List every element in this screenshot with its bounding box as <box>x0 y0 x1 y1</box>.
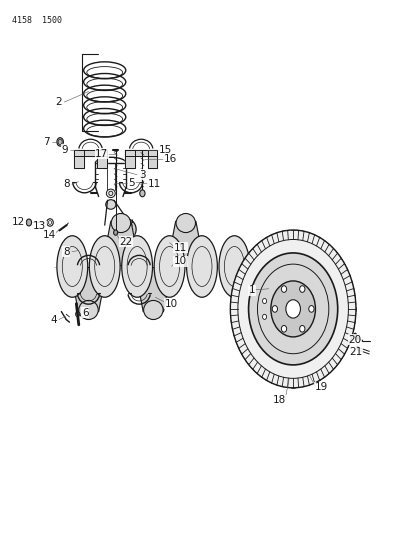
Text: 4: 4 <box>50 314 57 325</box>
Ellipse shape <box>309 305 314 312</box>
Polygon shape <box>74 150 84 168</box>
Text: 10: 10 <box>165 298 178 309</box>
Polygon shape <box>97 150 107 168</box>
Polygon shape <box>148 150 157 168</box>
Ellipse shape <box>253 286 289 332</box>
Text: 8: 8 <box>63 179 69 189</box>
Text: 10: 10 <box>174 256 187 266</box>
Text: 14: 14 <box>42 230 56 240</box>
Text: 6: 6 <box>82 308 89 318</box>
Text: 8: 8 <box>63 247 69 257</box>
Ellipse shape <box>262 298 266 304</box>
Ellipse shape <box>248 253 338 365</box>
Ellipse shape <box>114 230 118 235</box>
Text: 18: 18 <box>273 395 286 405</box>
Ellipse shape <box>282 286 287 292</box>
Text: 21: 21 <box>349 348 363 358</box>
Ellipse shape <box>231 230 356 388</box>
Ellipse shape <box>106 189 115 198</box>
Text: 5: 5 <box>129 177 135 188</box>
Ellipse shape <box>272 305 277 312</box>
Text: 3: 3 <box>139 170 146 180</box>
Text: 11: 11 <box>148 179 161 189</box>
Text: 13: 13 <box>33 221 46 231</box>
Ellipse shape <box>57 236 88 297</box>
Ellipse shape <box>89 236 120 297</box>
Polygon shape <box>125 150 157 156</box>
Text: 20: 20 <box>348 335 362 345</box>
Text: 17: 17 <box>95 149 109 158</box>
Ellipse shape <box>122 236 153 297</box>
Polygon shape <box>107 221 135 265</box>
Polygon shape <box>172 221 200 265</box>
Ellipse shape <box>154 236 185 297</box>
Text: 1: 1 <box>248 285 255 295</box>
Ellipse shape <box>79 301 98 319</box>
Text: 12: 12 <box>12 217 25 228</box>
Text: 19: 19 <box>315 382 328 392</box>
Polygon shape <box>74 268 103 312</box>
Ellipse shape <box>140 190 145 197</box>
Text: 4158  1500: 4158 1500 <box>11 16 62 25</box>
Text: 22: 22 <box>120 237 133 247</box>
Ellipse shape <box>26 219 31 226</box>
Ellipse shape <box>114 218 136 240</box>
Polygon shape <box>125 150 135 168</box>
Ellipse shape <box>275 314 279 319</box>
Ellipse shape <box>271 281 315 337</box>
Text: 16: 16 <box>164 154 177 164</box>
Text: 9: 9 <box>61 145 68 155</box>
Ellipse shape <box>57 138 63 146</box>
Ellipse shape <box>275 298 279 304</box>
Ellipse shape <box>111 214 131 232</box>
Ellipse shape <box>262 314 266 319</box>
Text: 7: 7 <box>44 137 50 147</box>
Ellipse shape <box>299 286 305 292</box>
Polygon shape <box>74 150 107 156</box>
Ellipse shape <box>282 326 287 332</box>
Text: 11: 11 <box>174 243 187 253</box>
Ellipse shape <box>219 236 250 297</box>
Text: 2: 2 <box>55 97 62 107</box>
Ellipse shape <box>176 214 195 232</box>
Ellipse shape <box>144 301 163 319</box>
Ellipse shape <box>299 326 305 332</box>
Ellipse shape <box>286 300 300 318</box>
Polygon shape <box>139 268 168 312</box>
Ellipse shape <box>106 200 116 209</box>
Text: 15: 15 <box>158 145 172 155</box>
Ellipse shape <box>186 236 217 297</box>
